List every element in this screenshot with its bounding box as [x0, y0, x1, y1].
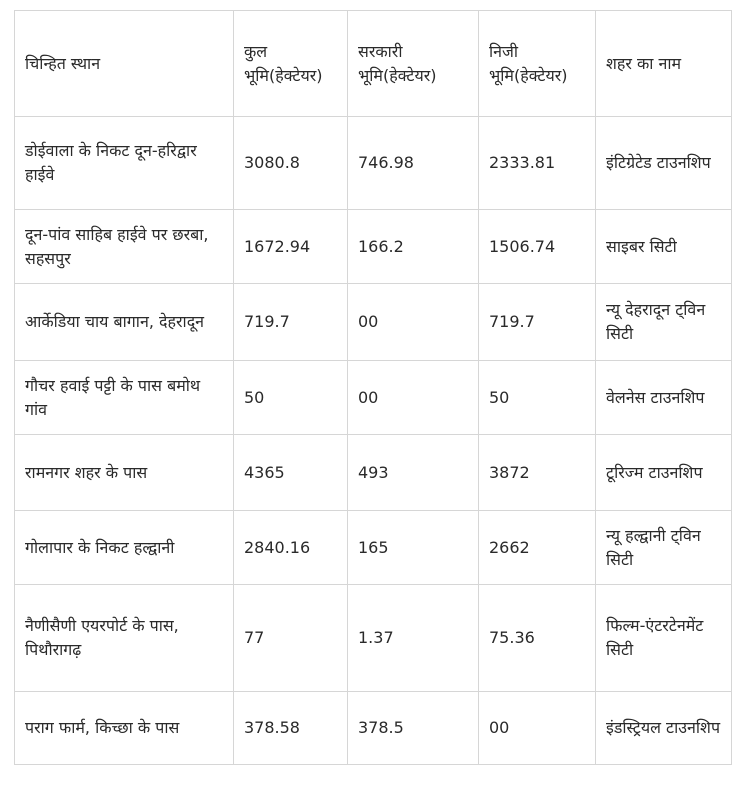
cell-city-name: साइबर सिटी	[595, 209, 732, 284]
cell-location: गौचर हवाई पट्टी के पास बमोथ गांव	[14, 360, 234, 435]
header-location: चिन्हित स्थान	[14, 10, 234, 117]
header-city-name: शहर का नाम	[595, 10, 732, 117]
cell-private-land: 00	[478, 691, 596, 765]
header-private-land: निजी भूमि(हेक्टेयर)	[478, 10, 596, 117]
cell-private-land: 719.7	[478, 283, 596, 361]
cell-total-land: 2840.16	[233, 510, 348, 585]
cell-total-land: 1672.94	[233, 209, 348, 284]
cell-total-land: 719.7	[233, 283, 348, 361]
cell-private-land: 2662	[478, 510, 596, 585]
cell-govt-land: 378.5	[347, 691, 479, 765]
cell-private-land: 1506.74	[478, 209, 596, 284]
header-total-land-label: कुल भूमि(हेक्टेयर)	[244, 41, 323, 85]
cell-total-land: 50	[233, 360, 348, 435]
cell-city-name: टूरिज्म टाउनशिप	[595, 434, 732, 511]
table-row: गौचर हवाई पट्टी के पास बमोथ गांव 50 00 5…	[14, 360, 732, 435]
table-row: गोलापार के निकट हल्द्वानी 2840.16 165 26…	[14, 510, 732, 585]
cell-total-land: 4365	[233, 434, 348, 511]
cell-govt-land: 493	[347, 434, 479, 511]
header-total-land: कुल भूमि(हेक्टेयर)	[233, 10, 348, 117]
cell-location: गोलापार के निकट हल्द्वानी	[14, 510, 234, 585]
table-row: दून-पांव साहिब हाईवे पर छरबा, सहसपुर 167…	[14, 209, 732, 284]
cell-location: डोईवाला के निकट दून-हरिद्वार हाईवे	[14, 116, 234, 210]
header-city-name-label: शहर का नाम	[606, 53, 682, 73]
cell-location: रामनगर शहर के पास	[14, 434, 234, 511]
cell-govt-land: 00	[347, 283, 479, 361]
table-row: पराग फार्म, किच्छा के पास 378.58 378.5 0…	[14, 691, 732, 765]
table-row: डोईवाला के निकट दून-हरिद्वार हाईवे 3080.…	[14, 116, 732, 210]
table-row: आर्केडिया चाय बागान, देहरादून 719.7 00 7…	[14, 283, 732, 361]
cell-private-land: 75.36	[478, 584, 596, 692]
cell-total-land: 3080.8	[233, 116, 348, 210]
cell-private-land: 50	[478, 360, 596, 435]
cell-govt-land: 1.37	[347, 584, 479, 692]
cell-location: दून-पांव साहिब हाईवे पर छरबा, सहसपुर	[14, 209, 234, 284]
table-row: नैणीसैणी एयरपोर्ट के पास, पिथौरागढ़ 77 1…	[14, 584, 732, 692]
header-govt-land-label: सरकारी भूमि(हेक्टेयर)	[358, 41, 437, 85]
cell-govt-land: 746.98	[347, 116, 479, 210]
land-table-container: चिन्हित स्थान कुल भूमि(हेक्टेयर) सरकारी …	[14, 10, 732, 765]
cell-city-name: इंटिग्रेटेड टाउनशिप	[595, 116, 732, 210]
cell-city-name: न्यू हल्द्वानी ट्विन सिटी	[595, 510, 732, 585]
cell-city-name: न्यू देहरादून ट्विन सिटी	[595, 283, 732, 361]
cell-private-land: 2333.81	[478, 116, 596, 210]
header-private-land-label: निजी भूमि(हेक्टेयर)	[489, 41, 568, 85]
cell-city-name: वेलनेस टाउनशिप	[595, 360, 732, 435]
cell-location: पराग फार्म, किच्छा के पास	[14, 691, 234, 765]
cell-location: नैणीसैणी एयरपोर्ट के पास, पिथौरागढ़	[14, 584, 234, 692]
cell-govt-land: 165	[347, 510, 479, 585]
table-row: रामनगर शहर के पास 4365 493 3872 टूरिज्म …	[14, 434, 732, 511]
cell-total-land: 378.58	[233, 691, 348, 765]
land-allocation-table: चिन्हित स्थान कुल भूमि(हेक्टेयर) सरकारी …	[14, 10, 732, 765]
cell-city-name: फिल्म-एंटरटेनमेंट सिटी	[595, 584, 732, 692]
cell-private-land: 3872	[478, 434, 596, 511]
header-location-label: चिन्हित स्थान	[25, 53, 101, 73]
cell-govt-land: 00	[347, 360, 479, 435]
cell-total-land: 77	[233, 584, 348, 692]
header-govt-land: सरकारी भूमि(हेक्टेयर)	[347, 10, 479, 117]
cell-govt-land: 166.2	[347, 209, 479, 284]
cell-location: आर्केडिया चाय बागान, देहरादून	[14, 283, 234, 361]
cell-city-name: इंडस्ट्रियल टाउनशिप	[595, 691, 732, 765]
table-header-row: चिन्हित स्थान कुल भूमि(हेक्टेयर) सरकारी …	[14, 10, 732, 117]
